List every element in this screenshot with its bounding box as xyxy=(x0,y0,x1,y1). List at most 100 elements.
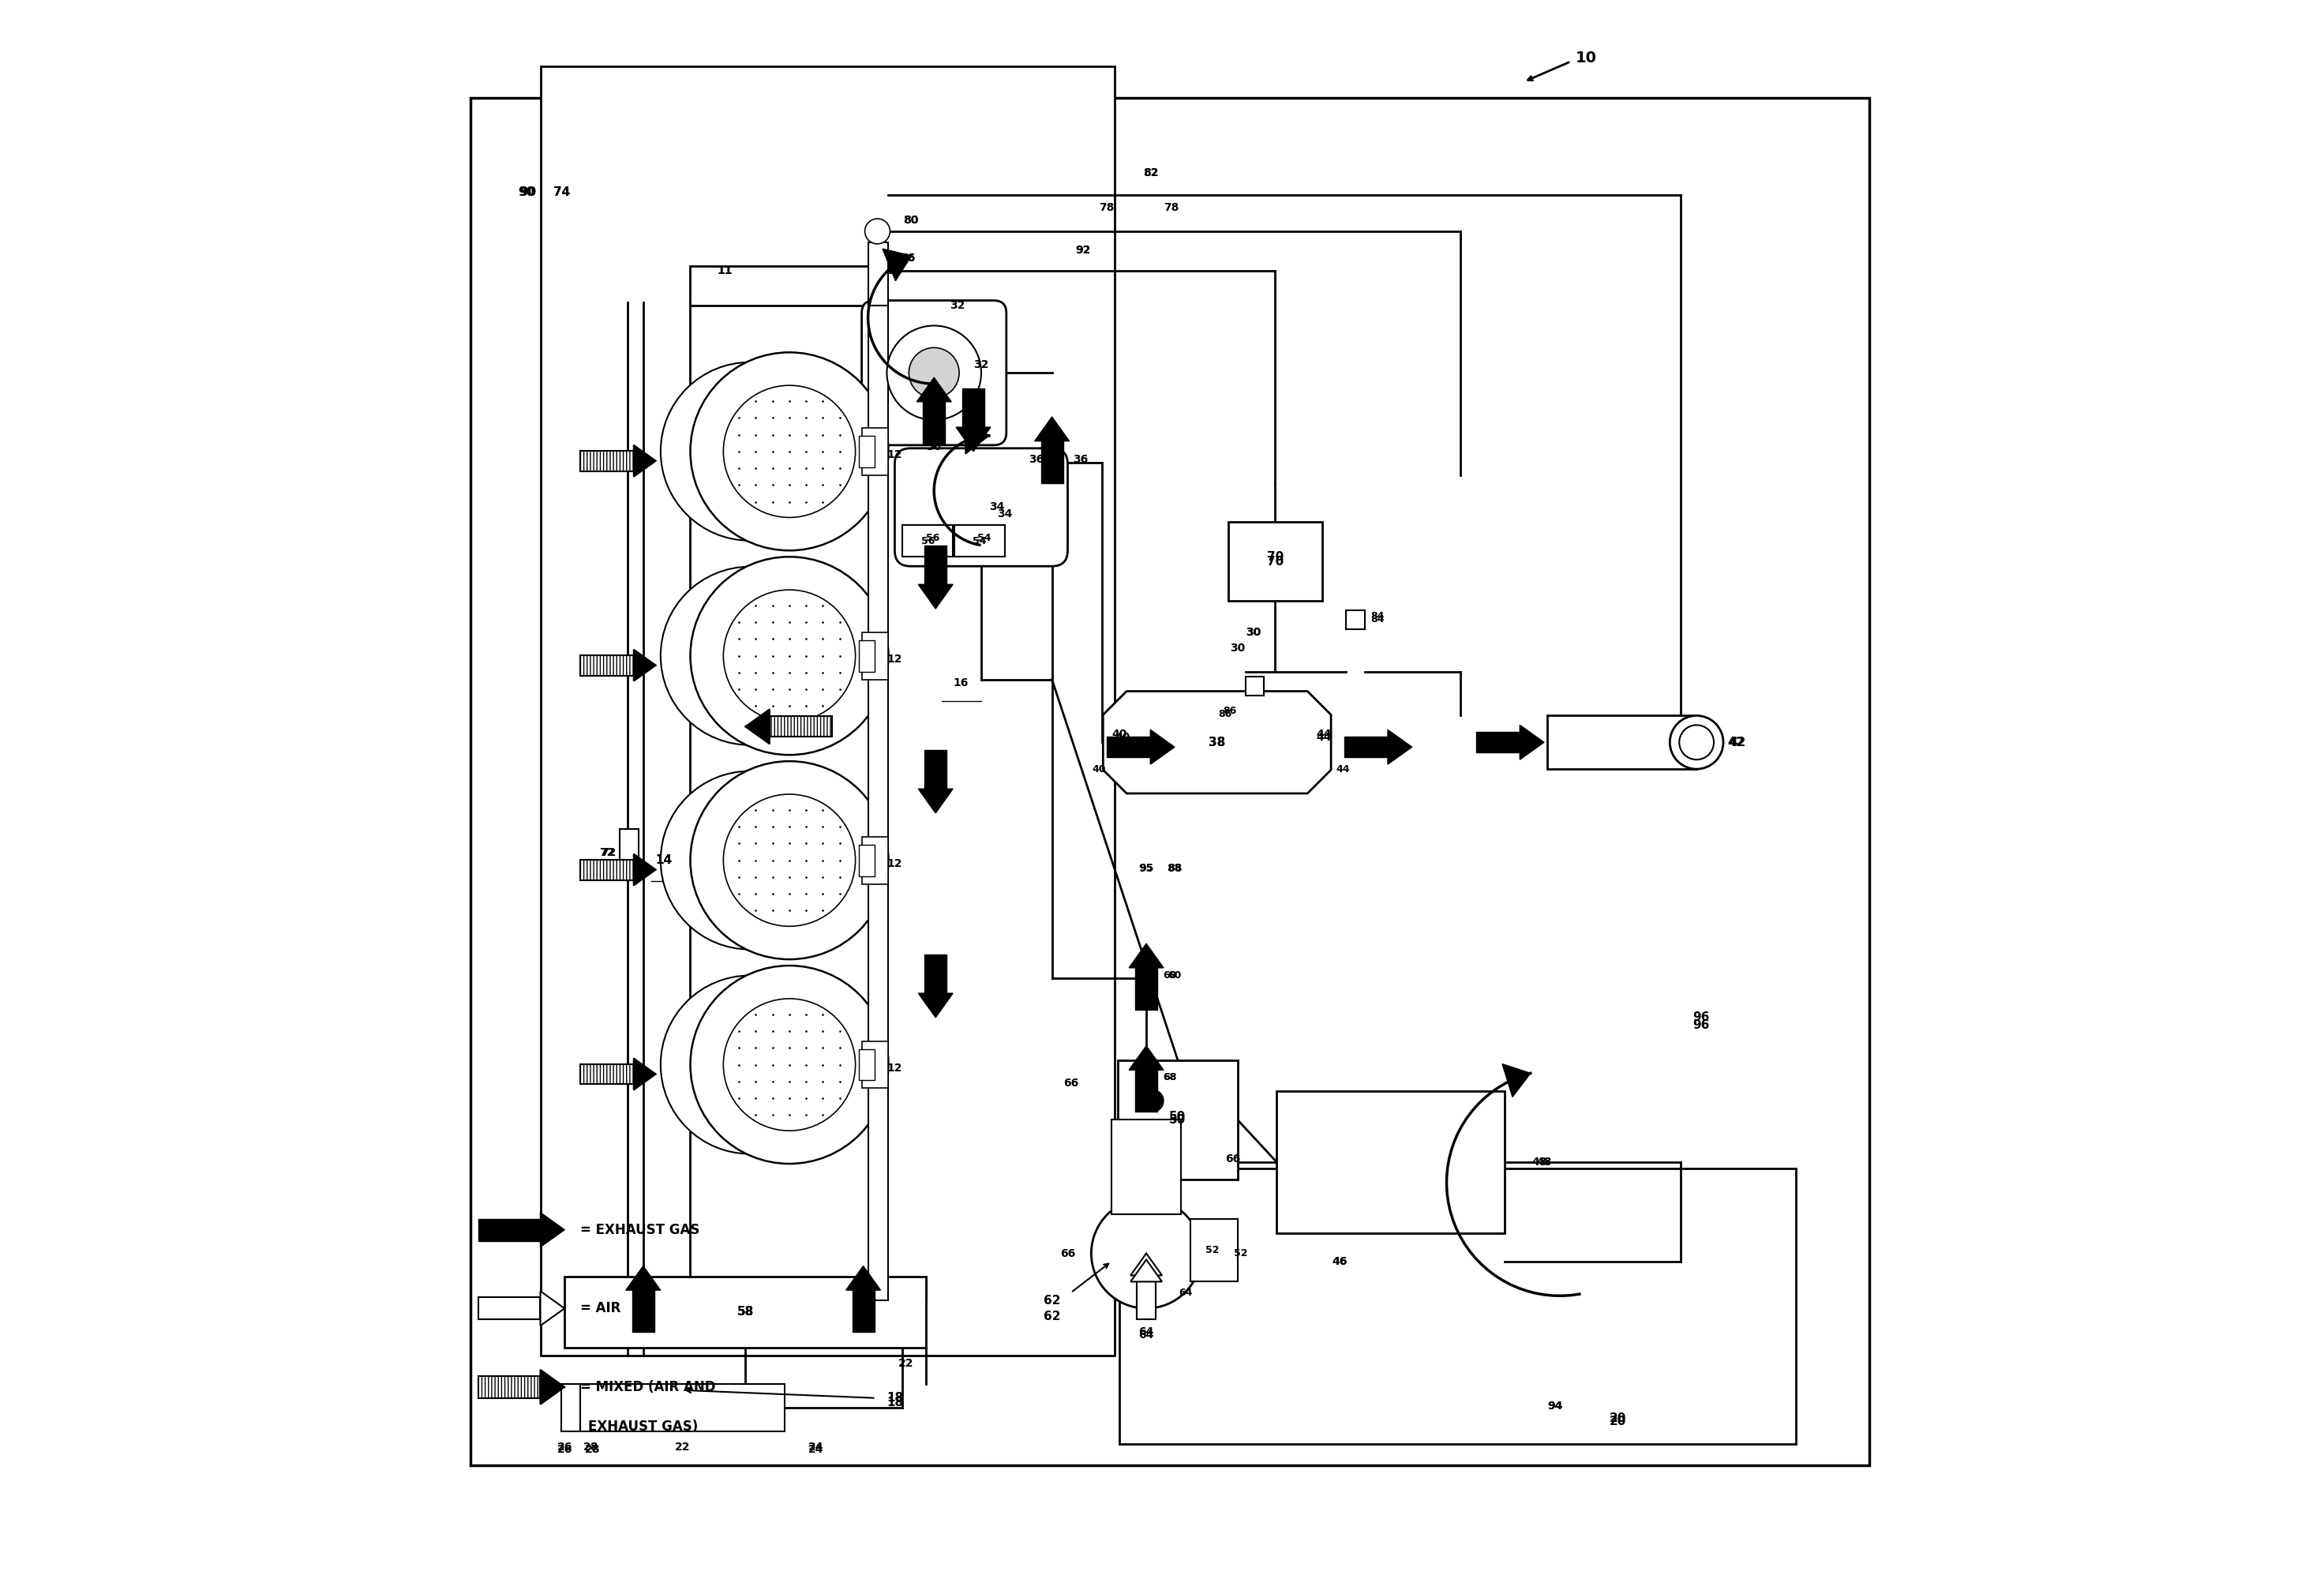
Bar xyxy=(769,717,832,737)
Polygon shape xyxy=(1520,725,1543,759)
Text: 50: 50 xyxy=(1169,1110,1185,1123)
Text: 92: 92 xyxy=(1076,245,1090,256)
Text: 30: 30 xyxy=(1246,627,1262,638)
Text: 12: 12 xyxy=(888,265,902,276)
Polygon shape xyxy=(846,1266,881,1290)
Text: 60: 60 xyxy=(1162,970,1176,981)
Bar xyxy=(1106,737,1150,758)
Bar xyxy=(862,632,888,679)
Bar xyxy=(479,1219,541,1241)
Text: 96: 96 xyxy=(1692,1012,1710,1023)
Polygon shape xyxy=(1129,1045,1164,1071)
Text: 28: 28 xyxy=(583,1442,600,1453)
Text: 80: 80 xyxy=(902,215,918,226)
Bar xyxy=(1120,1168,1796,1443)
Bar xyxy=(581,450,634,471)
Circle shape xyxy=(690,761,888,960)
Bar xyxy=(853,1290,874,1333)
Polygon shape xyxy=(1150,729,1174,764)
Bar xyxy=(858,1048,874,1080)
Bar xyxy=(1134,968,1157,1009)
Text: 70: 70 xyxy=(1267,551,1283,562)
Text: 52: 52 xyxy=(1234,1249,1248,1258)
Text: = AIR: = AIR xyxy=(581,1301,621,1315)
Circle shape xyxy=(660,567,839,745)
Polygon shape xyxy=(625,1266,660,1290)
FancyBboxPatch shape xyxy=(862,300,1006,445)
Bar xyxy=(925,546,946,584)
Circle shape xyxy=(690,966,888,1164)
Polygon shape xyxy=(1501,1064,1532,1097)
Text: 56: 56 xyxy=(920,535,934,546)
Text: 76: 76 xyxy=(899,253,916,264)
FancyBboxPatch shape xyxy=(895,448,1067,567)
Bar xyxy=(858,639,874,671)
Circle shape xyxy=(1671,715,1724,769)
Polygon shape xyxy=(634,649,655,681)
Circle shape xyxy=(660,362,839,540)
Polygon shape xyxy=(541,1213,565,1247)
Text: 18: 18 xyxy=(885,1393,904,1404)
Text: 68: 68 xyxy=(1162,1072,1176,1082)
Text: 78: 78 xyxy=(1164,202,1178,213)
Text: 24: 24 xyxy=(809,1445,823,1456)
Circle shape xyxy=(723,794,855,927)
Bar xyxy=(1276,1091,1504,1233)
Text: 66: 66 xyxy=(1225,1154,1241,1165)
Text: 90: 90 xyxy=(521,186,537,197)
Bar xyxy=(541,66,1116,1355)
Bar xyxy=(1190,1219,1236,1282)
Text: 40: 40 xyxy=(1092,764,1106,774)
Bar xyxy=(621,829,639,861)
Text: EXHAUST GAS): EXHAUST GAS) xyxy=(588,1420,697,1434)
Polygon shape xyxy=(918,790,953,813)
Bar xyxy=(581,1064,634,1085)
Polygon shape xyxy=(1387,729,1413,764)
Text: 24: 24 xyxy=(809,1442,823,1453)
Text: 14: 14 xyxy=(655,854,672,867)
Text: 72: 72 xyxy=(602,846,616,857)
Bar xyxy=(867,302,888,1301)
Text: 60: 60 xyxy=(1167,970,1181,981)
Text: 32: 32 xyxy=(951,300,964,311)
Bar xyxy=(1136,1282,1155,1320)
Circle shape xyxy=(1141,1090,1164,1112)
Bar xyxy=(1136,1276,1155,1317)
Text: 78: 78 xyxy=(1099,202,1116,213)
Polygon shape xyxy=(964,420,990,453)
Bar xyxy=(1041,441,1062,483)
Circle shape xyxy=(690,352,888,551)
Text: 46: 46 xyxy=(1332,1255,1348,1266)
Text: 16: 16 xyxy=(953,677,969,688)
Text: 94: 94 xyxy=(1548,1401,1562,1412)
Text: 38: 38 xyxy=(1208,736,1225,748)
Polygon shape xyxy=(541,1292,565,1326)
Text: 20: 20 xyxy=(1611,1413,1627,1424)
Text: 30: 30 xyxy=(1246,627,1262,638)
Bar xyxy=(479,1375,541,1397)
Bar xyxy=(1548,715,1697,769)
Polygon shape xyxy=(541,1369,565,1404)
Text: 40: 40 xyxy=(1116,733,1129,744)
Bar xyxy=(1476,733,1520,753)
Text: = EXHAUST GAS: = EXHAUST GAS xyxy=(581,1222,700,1236)
Circle shape xyxy=(888,325,981,420)
Text: 36: 36 xyxy=(927,441,941,452)
Text: 11: 11 xyxy=(718,265,732,276)
Polygon shape xyxy=(883,249,911,281)
Polygon shape xyxy=(918,584,953,608)
Text: 44: 44 xyxy=(1336,764,1350,774)
Polygon shape xyxy=(1129,944,1164,968)
Polygon shape xyxy=(746,709,769,744)
Text: 56: 56 xyxy=(925,532,939,543)
Text: 96: 96 xyxy=(1692,1020,1710,1031)
Text: 64: 64 xyxy=(1178,1287,1192,1298)
Text: 62: 62 xyxy=(1043,1311,1060,1322)
Text: 48: 48 xyxy=(1536,1157,1552,1168)
Text: 52: 52 xyxy=(1206,1246,1220,1255)
Bar xyxy=(925,750,946,790)
Text: 26: 26 xyxy=(558,1442,572,1453)
Text: 90: 90 xyxy=(518,186,535,197)
Bar xyxy=(858,845,874,876)
Bar xyxy=(962,388,985,428)
